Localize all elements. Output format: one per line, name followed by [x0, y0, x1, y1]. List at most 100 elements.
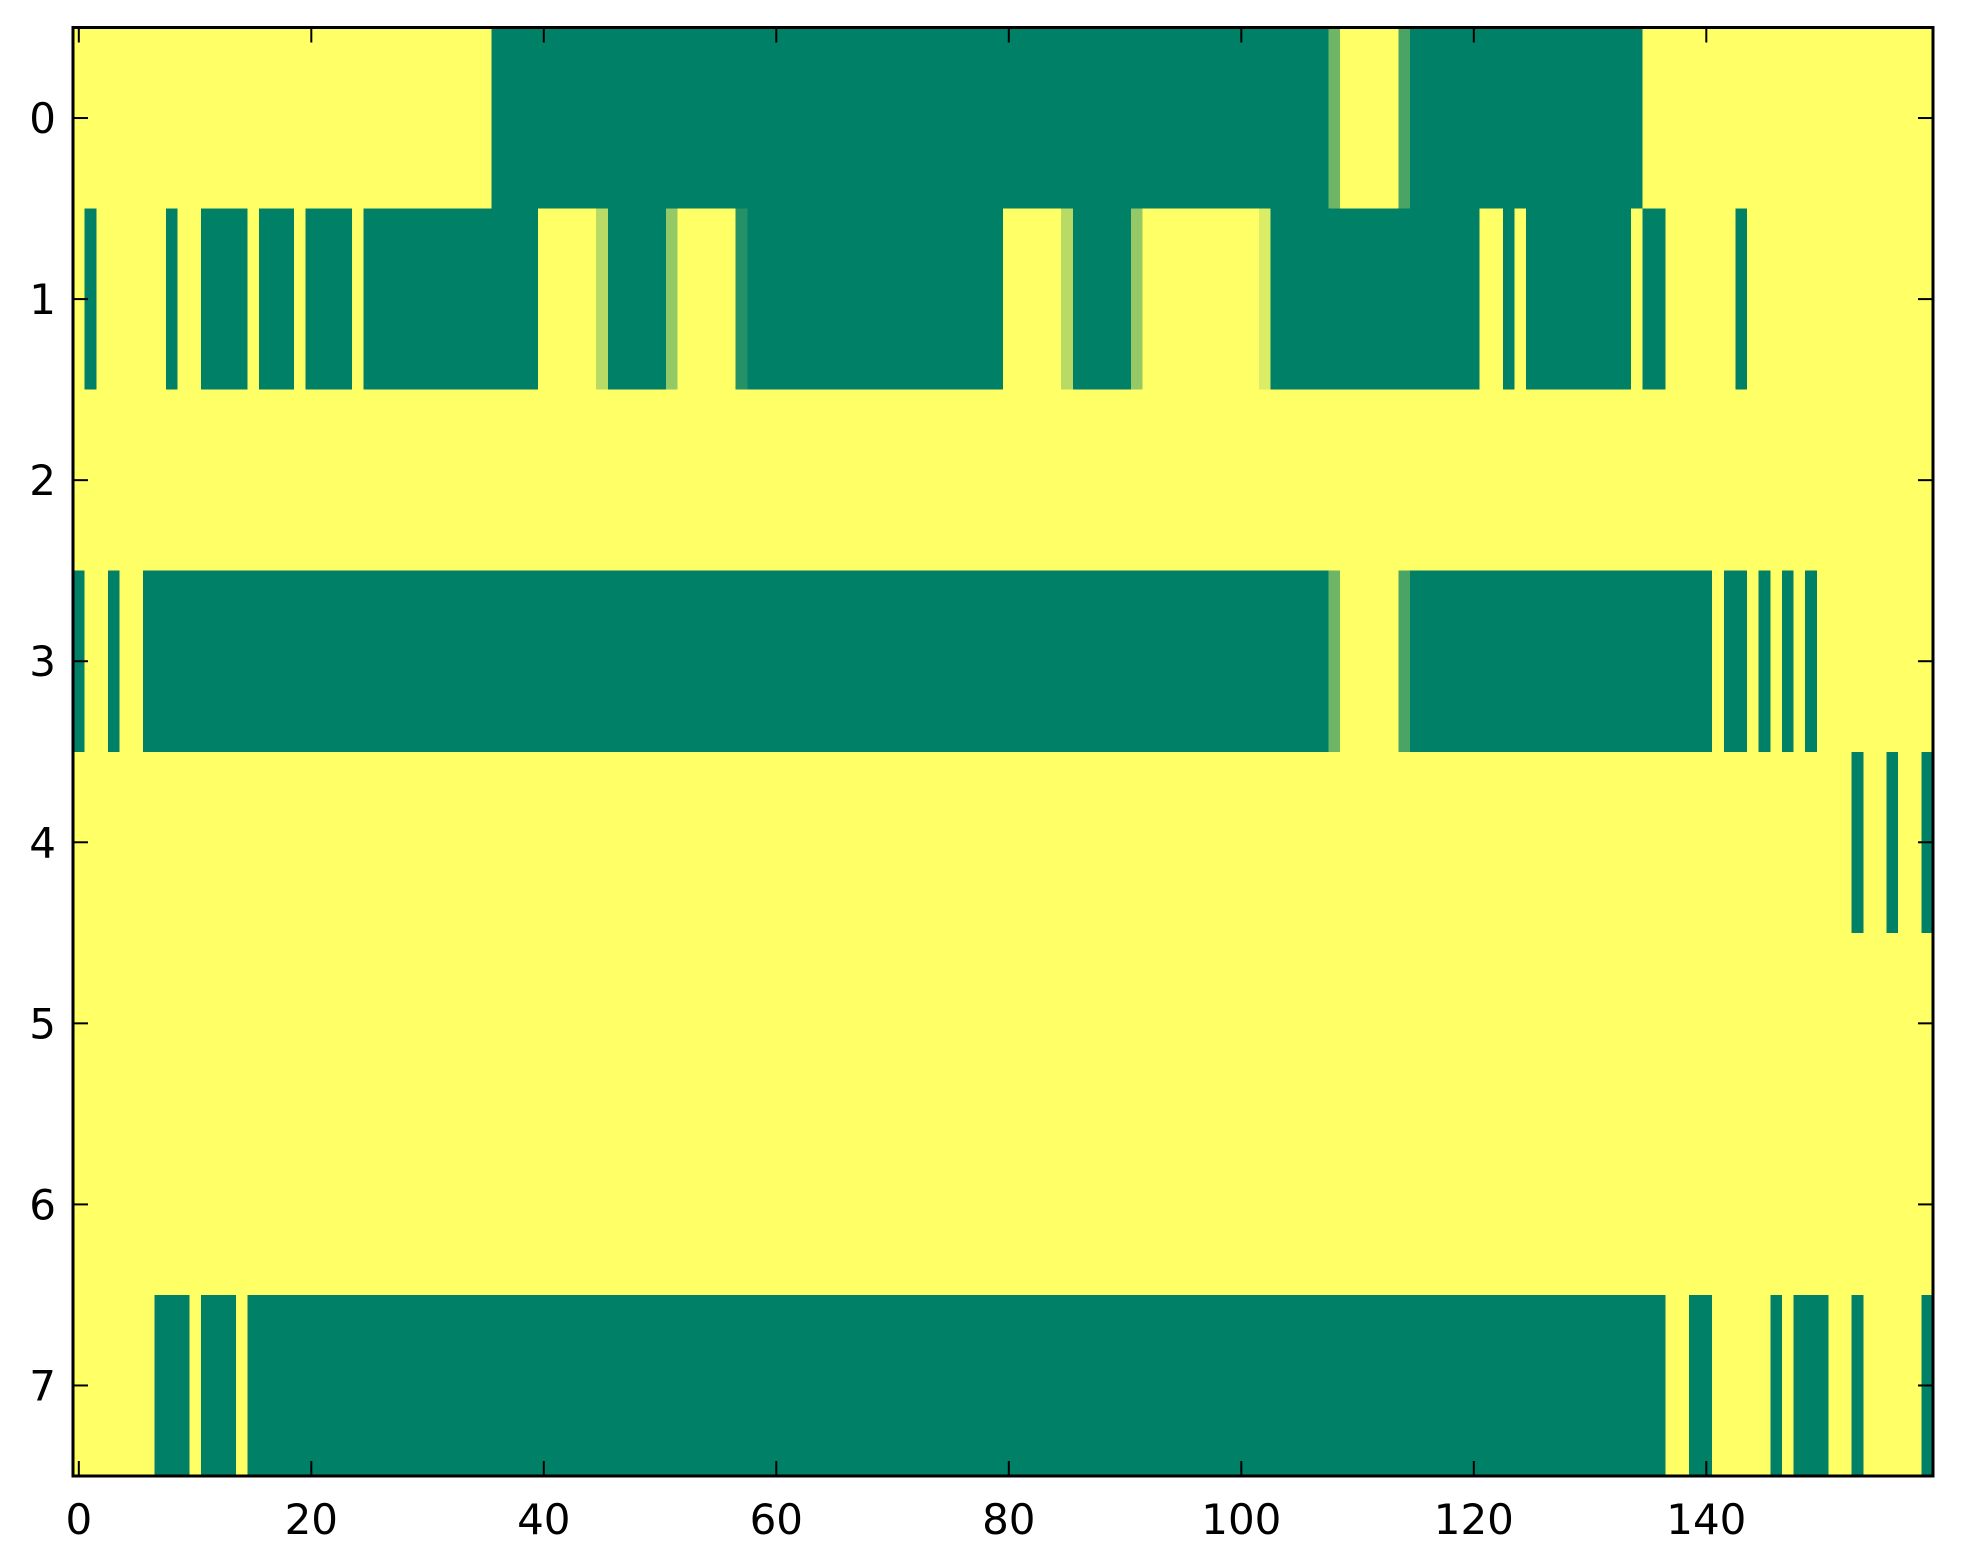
heatmap-cell [1130, 751, 1144, 934]
heatmap-cell [1502, 932, 1516, 1115]
heatmap-cell [1526, 389, 1539, 572]
heatmap-cell [1781, 751, 1795, 934]
heatmap-cell [84, 389, 97, 572]
heatmap-cell [1107, 1113, 1120, 1296]
heatmap-cell [445, 1113, 458, 1296]
heatmap-cell [1584, 27, 1597, 210]
heatmap-cell [944, 27, 958, 210]
heatmap-cell [898, 932, 911, 1115]
heatmap-cell [352, 208, 365, 391]
heatmap-cell [340, 389, 353, 572]
heatmap-cell [1851, 389, 1864, 572]
heatmap-cell [1874, 389, 1888, 572]
heatmap-cell [305, 1113, 318, 1296]
heatmap-cell [793, 1113, 806, 1296]
heatmap-cell [1037, 751, 1051, 934]
heatmap-cell [1793, 208, 1806, 391]
heatmap-cell [1363, 389, 1376, 572]
heatmap-cell [1409, 1113, 1423, 1296]
heatmap-cell [828, 208, 841, 391]
heatmap-cell [421, 1294, 434, 1477]
heatmap-cell [1874, 27, 1888, 210]
heatmap-cell [119, 751, 132, 934]
heatmap-cell [1619, 208, 1632, 391]
heatmap-cell [898, 27, 911, 210]
heatmap-cell [212, 1294, 225, 1477]
heatmap-cell [131, 1113, 144, 1296]
heatmap-cell [1026, 27, 1039, 210]
heatmap-cell [1165, 389, 1178, 572]
heatmap-cell [607, 1113, 620, 1296]
heatmap-cell [1270, 27, 1283, 210]
heatmap-cell [410, 1113, 423, 1296]
heatmap-cell [1189, 1294, 1202, 1477]
heatmap-cell [1909, 932, 1922, 1115]
heatmap-cell [677, 751, 690, 934]
heatmap-cell [875, 389, 888, 572]
heatmap-cell [1805, 27, 1818, 210]
heatmap-cell [1723, 932, 1736, 1115]
heatmap-cell [421, 208, 434, 391]
heatmap-cell [956, 751, 969, 934]
x-tick-label: 40 [517, 1495, 570, 1544]
heatmap-cell [1096, 27, 1109, 210]
heatmap-cell [352, 932, 365, 1115]
heatmap-cell [166, 932, 179, 1115]
heatmap-cell [758, 1294, 772, 1477]
heatmap-cell [1561, 932, 1574, 1115]
heatmap-cell [154, 389, 167, 572]
heatmap-cell [1107, 208, 1120, 391]
heatmap-cell [1223, 932, 1237, 1115]
heatmap-cell [119, 1294, 132, 1477]
heatmap-cell [1398, 1113, 1411, 1296]
heatmap-cell [1119, 27, 1132, 210]
heatmap-cell [282, 1294, 295, 1477]
heatmap-cell [665, 27, 679, 210]
heatmap-cell [1665, 751, 1678, 934]
heatmap-cell [956, 932, 969, 1115]
y-tick-label: 4 [29, 818, 56, 867]
heatmap-cell [1433, 208, 1446, 391]
heatmap-cell [166, 208, 179, 391]
x-tick-label: 60 [750, 1495, 803, 1544]
heatmap-cell [607, 27, 620, 210]
heatmap-cell [1235, 208, 1248, 391]
heatmap-cell [200, 932, 214, 1115]
heatmap-cell [1026, 570, 1039, 753]
heatmap-cell [1526, 27, 1539, 210]
heatmap-cell [1491, 208, 1504, 391]
heatmap-cell [479, 751, 493, 934]
y-tick-label: 0 [29, 94, 56, 143]
heatmap-cell [1514, 1294, 1527, 1477]
heatmap-cell [654, 1294, 667, 1477]
heatmap-cell [1607, 932, 1620, 1115]
heatmap-cell [1212, 208, 1225, 391]
heatmap-cell [433, 208, 446, 391]
heatmap-cell [247, 932, 260, 1115]
heatmap-cell [1444, 389, 1457, 572]
heatmap-cell [189, 570, 202, 753]
heatmap-cell [1037, 27, 1051, 210]
heatmap-cell [1479, 570, 1492, 753]
heatmap-cell [328, 27, 341, 210]
heatmap-cell [1479, 1113, 1492, 1296]
heatmap-cell [1502, 751, 1516, 934]
heatmap-cell [224, 570, 237, 753]
heatmap-cell [642, 1113, 655, 1296]
y-tick-label: 7 [29, 1361, 56, 1410]
heatmap-cell [142, 570, 155, 753]
heatmap-cell [1375, 27, 1388, 210]
heatmap-cell [1491, 1294, 1504, 1477]
heatmap-cell [875, 751, 888, 934]
heatmap-cell [1258, 389, 1271, 572]
heatmap-cell [1537, 1113, 1550, 1296]
heatmap-cell [1049, 1113, 1062, 1296]
heatmap-cell [1549, 389, 1562, 572]
heatmap-cell [1688, 570, 1702, 753]
heatmap-cell [863, 570, 876, 753]
heatmap-cell [1549, 1294, 1562, 1477]
heatmap-cell [433, 570, 446, 753]
heatmap-cell [1688, 27, 1702, 210]
heatmap-cell [224, 751, 237, 934]
heatmap-cell [1758, 27, 1771, 210]
